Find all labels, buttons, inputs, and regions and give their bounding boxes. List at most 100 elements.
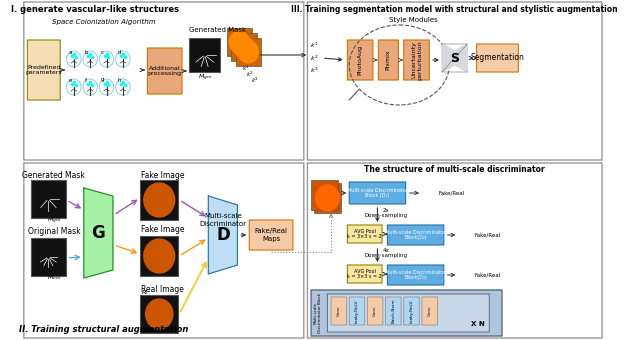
FancyBboxPatch shape bbox=[422, 297, 438, 325]
Text: Conv: Conv bbox=[373, 306, 377, 316]
Circle shape bbox=[144, 183, 175, 217]
Polygon shape bbox=[442, 44, 467, 72]
FancyBboxPatch shape bbox=[24, 163, 304, 338]
Circle shape bbox=[146, 299, 173, 329]
Text: Multi-scale
Discriminator Block: Multi-scale Discriminator Block bbox=[313, 293, 322, 333]
FancyBboxPatch shape bbox=[311, 290, 502, 336]
Text: Uncertainty
perturbation: Uncertainty perturbation bbox=[411, 40, 422, 80]
Text: Segmentation: Segmentation bbox=[470, 53, 524, 63]
Text: Fake/Real: Fake/Real bbox=[475, 233, 501, 238]
Text: III. Training segmentation model with structural and stylistic augmentation: III. Training segmentation model with st… bbox=[291, 5, 618, 15]
Text: The structure of multi-scale discriminator: The structure of multi-scale discriminat… bbox=[364, 166, 545, 174]
Text: $k^2$: $k^2$ bbox=[246, 69, 254, 79]
Text: e: e bbox=[68, 78, 72, 83]
Text: $k^2$: $k^2$ bbox=[310, 53, 318, 63]
Text: $M_{om}$: $M_{om}$ bbox=[47, 274, 61, 283]
Text: D: D bbox=[216, 226, 230, 244]
Text: Conv: Conv bbox=[428, 306, 432, 316]
Text: Leaky-ReLU: Leaky-ReLU bbox=[410, 299, 413, 323]
Text: Multi-scale Discriminator
Block(D₃): Multi-scale Discriminator Block(D₃) bbox=[385, 270, 446, 280]
Text: $M_{gm}$: $M_{gm}$ bbox=[47, 216, 61, 226]
Polygon shape bbox=[84, 188, 113, 278]
Text: RI: RI bbox=[141, 290, 148, 295]
Circle shape bbox=[229, 31, 249, 53]
Circle shape bbox=[144, 239, 175, 273]
Text: Predefined
parameters: Predefined parameters bbox=[26, 65, 62, 75]
FancyBboxPatch shape bbox=[349, 182, 406, 204]
Text: h: h bbox=[118, 78, 121, 83]
Text: $k^1$: $k^1$ bbox=[310, 40, 318, 50]
FancyBboxPatch shape bbox=[28, 40, 60, 100]
Text: b: b bbox=[84, 50, 88, 54]
FancyBboxPatch shape bbox=[477, 44, 518, 72]
FancyBboxPatch shape bbox=[385, 297, 401, 325]
FancyBboxPatch shape bbox=[367, 297, 383, 325]
Text: Batch-Norm: Batch-Norm bbox=[391, 299, 396, 323]
Text: G: G bbox=[92, 224, 105, 242]
FancyBboxPatch shape bbox=[331, 297, 346, 325]
Circle shape bbox=[238, 41, 259, 63]
Text: Fake/Real: Fake/Real bbox=[475, 272, 501, 277]
Polygon shape bbox=[442, 44, 467, 72]
FancyBboxPatch shape bbox=[378, 40, 398, 80]
Text: 2x
Down-sampling: 2x Down-sampling bbox=[364, 208, 407, 218]
Text: Generated Mask: Generated Mask bbox=[189, 27, 246, 33]
Text: Fake Image: Fake Image bbox=[141, 170, 185, 180]
Bar bbox=[227, 28, 252, 56]
Text: $k^3$: $k^3$ bbox=[251, 75, 259, 85]
Bar bbox=[231, 33, 257, 61]
Bar bbox=[317, 186, 344, 216]
FancyBboxPatch shape bbox=[348, 265, 382, 283]
Text: Pixmix: Pixmix bbox=[386, 50, 391, 70]
FancyBboxPatch shape bbox=[349, 297, 365, 325]
Text: $M_{gm}$: $M_{gm}$ bbox=[198, 73, 212, 83]
Text: 4x
Down-sampling: 4x Down-sampling bbox=[364, 248, 407, 258]
Bar bbox=[311, 180, 339, 210]
FancyBboxPatch shape bbox=[328, 294, 489, 332]
FancyBboxPatch shape bbox=[348, 40, 373, 80]
FancyBboxPatch shape bbox=[387, 225, 444, 245]
Bar bbox=[140, 180, 179, 220]
Text: Multi-scale
Discriminator: Multi-scale Discriminator bbox=[200, 214, 246, 226]
Text: AVG Pool
k = 3×3 s = 2: AVG Pool k = 3×3 s = 2 bbox=[348, 228, 382, 239]
Circle shape bbox=[234, 36, 254, 58]
Bar bbox=[314, 183, 341, 213]
Text: S: S bbox=[450, 51, 460, 65]
FancyBboxPatch shape bbox=[387, 265, 444, 285]
Text: Generated Mask: Generated Mask bbox=[22, 170, 85, 180]
Text: Fake/Real: Fake/Real bbox=[438, 190, 465, 195]
Text: a: a bbox=[68, 50, 72, 54]
Bar bbox=[31, 180, 66, 218]
Text: Original Mask: Original Mask bbox=[28, 227, 80, 237]
Text: c: c bbox=[101, 50, 104, 54]
Text: X N: X N bbox=[472, 321, 485, 327]
Text: $k^3$: $k^3$ bbox=[310, 65, 318, 75]
Text: Multi-scale Discriminator
Block(D₂): Multi-scale Discriminator Block(D₂) bbox=[385, 230, 446, 240]
Text: II. Training structural augmentation: II. Training structural augmentation bbox=[19, 325, 189, 335]
FancyBboxPatch shape bbox=[307, 163, 602, 338]
Text: Style Modules: Style Modules bbox=[388, 17, 437, 23]
Text: Space Colonization Algorithm: Space Colonization Algorithm bbox=[52, 19, 156, 25]
Text: I. generate vascular-like structures: I. generate vascular-like structures bbox=[11, 5, 179, 15]
Text: Fake/Real
Maps: Fake/Real Maps bbox=[255, 228, 287, 241]
Bar bbox=[31, 238, 66, 276]
Text: Leaky-ReLU: Leaky-ReLU bbox=[355, 299, 359, 323]
FancyBboxPatch shape bbox=[348, 225, 382, 243]
Bar bbox=[236, 38, 261, 66]
Bar bbox=[140, 236, 179, 276]
Text: d: d bbox=[118, 50, 121, 54]
Text: Real Image: Real Image bbox=[141, 285, 184, 293]
Bar bbox=[189, 38, 220, 72]
FancyBboxPatch shape bbox=[24, 2, 304, 160]
FancyBboxPatch shape bbox=[249, 220, 293, 250]
Text: Multi-scale Discriminator
Block (D₁): Multi-scale Discriminator Block (D₁) bbox=[347, 188, 408, 199]
Circle shape bbox=[316, 185, 339, 211]
FancyBboxPatch shape bbox=[147, 48, 182, 94]
Text: Fake Image: Fake Image bbox=[141, 225, 185, 235]
Text: g: g bbox=[101, 78, 104, 83]
Text: AVG Pool
k = 3×3 s = 2: AVG Pool k = 3×3 s = 2 bbox=[348, 269, 382, 279]
Text: $k^1$: $k^1$ bbox=[242, 63, 250, 73]
FancyBboxPatch shape bbox=[404, 297, 419, 325]
Text: Conv: Conv bbox=[337, 306, 341, 316]
Text: Additional
processing: Additional processing bbox=[148, 66, 182, 76]
